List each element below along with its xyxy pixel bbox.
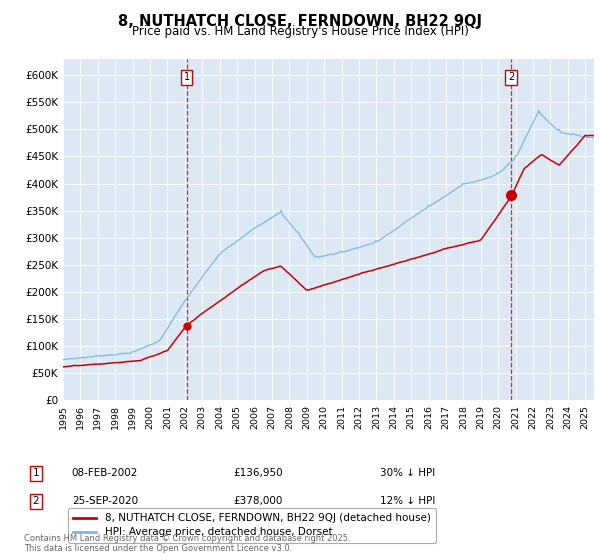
Text: 2: 2 <box>32 496 40 506</box>
Text: 12% ↓ HPI: 12% ↓ HPI <box>380 496 436 506</box>
Legend: 8, NUTHATCH CLOSE, FERNDOWN, BH22 9QJ (detached house), HPI: Average price, deta: 8, NUTHATCH CLOSE, FERNDOWN, BH22 9QJ (d… <box>68 508 436 543</box>
Text: Contains HM Land Registry data © Crown copyright and database right 2025.
This d: Contains HM Land Registry data © Crown c… <box>24 534 350 553</box>
Text: £136,950: £136,950 <box>233 468 283 478</box>
Text: 08-FEB-2002: 08-FEB-2002 <box>72 468 138 478</box>
Text: 30% ↓ HPI: 30% ↓ HPI <box>380 468 436 478</box>
Text: Price paid vs. HM Land Registry's House Price Index (HPI): Price paid vs. HM Land Registry's House … <box>131 25 469 38</box>
Text: £378,000: £378,000 <box>233 496 283 506</box>
Text: 1: 1 <box>32 468 40 478</box>
Text: 25-SEP-2020: 25-SEP-2020 <box>72 496 138 506</box>
Text: 1: 1 <box>184 72 190 82</box>
Text: 8, NUTHATCH CLOSE, FERNDOWN, BH22 9QJ: 8, NUTHATCH CLOSE, FERNDOWN, BH22 9QJ <box>118 14 482 29</box>
Text: 2: 2 <box>508 72 514 82</box>
